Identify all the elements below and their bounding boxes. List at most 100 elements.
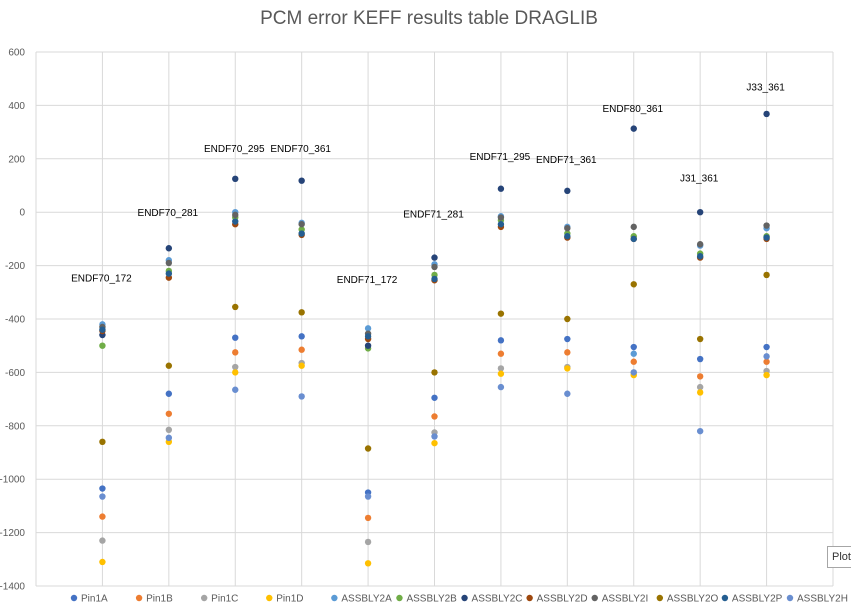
group-label: ENDF80_361 — [602, 104, 663, 115]
data-point — [232, 349, 239, 356]
data-point — [99, 493, 106, 500]
data-point — [232, 303, 239, 311]
y-axis-ticks: 600 400 200 0 -200 -400 -600 -800 -1000 -1200 -140… — [0, 48, 25, 593]
data-point — [564, 365, 571, 372]
data-point — [630, 343, 637, 351]
data-point — [564, 225, 571, 232]
data-point — [298, 309, 305, 316]
data-point — [364, 493, 372, 500]
legend-label: Pin1A — [81, 594, 108, 605]
y-tick-label: 400 — [8, 101, 25, 112]
data-point — [630, 125, 637, 132]
group-label: ENDF70_281 — [138, 208, 199, 219]
data-point — [564, 233, 571, 240]
data-point — [99, 485, 106, 492]
data-point — [763, 358, 770, 365]
data-point — [232, 218, 239, 225]
data-point — [696, 241, 704, 248]
group-labels: ENDF70_172 ENDF70_281 ENDF70_295 ENDF70_361… — [71, 83, 785, 286]
data-point — [232, 386, 239, 393]
data-point — [564, 349, 571, 356]
legend-label: Pin1D — [276, 594, 303, 605]
data-point — [165, 434, 173, 442]
data-point — [298, 393, 305, 400]
data-point — [298, 177, 305, 184]
y-tick-label: -400 — [5, 315, 25, 326]
data-point — [431, 275, 438, 283]
data-point — [696, 355, 704, 363]
y-tick-label: 0 — [19, 208, 25, 219]
data-point — [431, 433, 438, 440]
data-point — [298, 346, 305, 353]
data-point — [165, 259, 173, 267]
data-point — [763, 222, 770, 229]
group-label: ENDF70_172 — [71, 274, 132, 285]
data-point — [364, 560, 372, 567]
data-point — [364, 342, 372, 349]
group-label: ENDF71_361 — [536, 155, 597, 166]
data-point — [763, 353, 770, 360]
legend-marker — [396, 594, 403, 602]
y-tick-label: -200 — [5, 261, 25, 272]
data-point — [431, 413, 438, 420]
data-point — [364, 333, 372, 340]
data-point — [630, 350, 637, 357]
data-point — [696, 427, 704, 435]
legend-marker — [656, 594, 664, 602]
data-point — [165, 362, 173, 369]
data-point — [497, 214, 505, 221]
group-label: ENDF71_295 — [470, 152, 531, 163]
y-tick-label: -600 — [5, 368, 25, 379]
data-point — [696, 373, 704, 380]
data-point — [165, 245, 173, 252]
data-point — [431, 263, 438, 271]
legend-label: ASSBLY2O — [667, 594, 719, 605]
legend-label: ASSBLY2P — [732, 594, 783, 605]
legend-marker — [331, 594, 338, 602]
legend-marker — [786, 594, 794, 602]
data-point — [99, 438, 106, 446]
data-point — [696, 389, 704, 396]
data-point — [497, 350, 505, 357]
chart-title: PCM error KEFF results table DRAGLIB — [260, 8, 598, 29]
group-label: ENDF70_295 — [204, 144, 265, 155]
legend-label: ASSBLY2I — [602, 594, 649, 605]
y-tick-label: 200 — [8, 154, 25, 165]
data-point — [165, 390, 173, 397]
y-tick-label: 600 — [8, 48, 25, 59]
data-point — [232, 175, 239, 183]
legend-label: Pin1C — [211, 594, 238, 605]
data-point — [497, 310, 505, 317]
data-point — [431, 439, 438, 447]
data-point — [99, 537, 106, 544]
data-point — [696, 383, 704, 391]
data-point — [364, 514, 372, 522]
y-tick-label: -1000 — [0, 475, 25, 486]
data-point — [298, 221, 305, 228]
data-point — [763, 234, 770, 241]
legend-label: ASSBLY2H — [797, 594, 848, 605]
data-point — [497, 221, 505, 228]
legend: Pin1A Pin1B Pin1C Pin1D ASSBLY2A ASSBLY2B ASSB… — [70, 594, 848, 605]
data-point — [497, 365, 505, 372]
data-point — [99, 342, 106, 349]
legend-label: ASSBLY2B — [406, 594, 457, 605]
legend-marker — [200, 594, 208, 602]
legend-label: ASSBLY2D — [537, 594, 588, 605]
group-label: J33_361 — [746, 83, 785, 94]
data-point — [630, 223, 637, 231]
legend-marker — [461, 594, 468, 602]
data-point — [630, 369, 637, 376]
data-point — [431, 369, 438, 376]
group-label: ENDF71_172 — [337, 275, 398, 286]
legend-marker — [70, 594, 78, 602]
data-point — [232, 369, 239, 376]
data-point — [165, 270, 173, 277]
y-tick-label: -1400 — [0, 582, 25, 593]
data-point — [99, 513, 106, 520]
data-point — [298, 230, 305, 237]
data-point — [232, 334, 239, 341]
data-point — [497, 370, 505, 377]
data-point — [497, 337, 505, 344]
group-label: ENDF71_281 — [403, 210, 464, 221]
